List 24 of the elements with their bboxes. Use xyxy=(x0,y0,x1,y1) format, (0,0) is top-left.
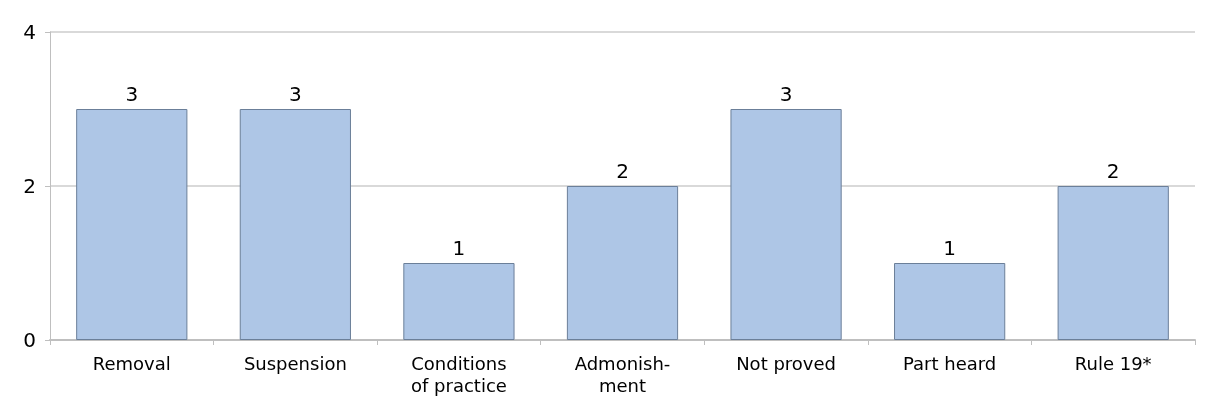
bar xyxy=(730,109,842,340)
bar xyxy=(239,109,351,340)
x-tick-label: Suspension xyxy=(243,352,347,374)
y-tick-label: 0 xyxy=(23,328,36,352)
x-tick-label: Conditions of practice xyxy=(411,352,507,396)
x-tick-label: Removal xyxy=(92,352,171,374)
bar xyxy=(1057,186,1169,340)
data-label: 2 xyxy=(1106,159,1120,183)
data-label: 1 xyxy=(452,236,466,260)
y-tick-label: 4 xyxy=(23,20,36,44)
bar xyxy=(894,263,1006,340)
y-tick-label: 2 xyxy=(23,174,36,198)
bar xyxy=(566,186,679,340)
x-tick-label: Rule 19* xyxy=(1074,352,1152,374)
data-label: 1 xyxy=(943,236,957,260)
bar xyxy=(76,109,188,340)
data-label: 2 xyxy=(616,159,629,183)
x-tick-label: Admonish- ment xyxy=(574,352,671,396)
x-tick-label: Part heard xyxy=(903,352,997,374)
data-label: 3 xyxy=(125,82,139,106)
bar xyxy=(403,263,515,340)
data-label: 3 xyxy=(779,82,793,106)
x-tick-label: Not proved xyxy=(736,352,836,374)
data-label: 3 xyxy=(288,82,302,106)
